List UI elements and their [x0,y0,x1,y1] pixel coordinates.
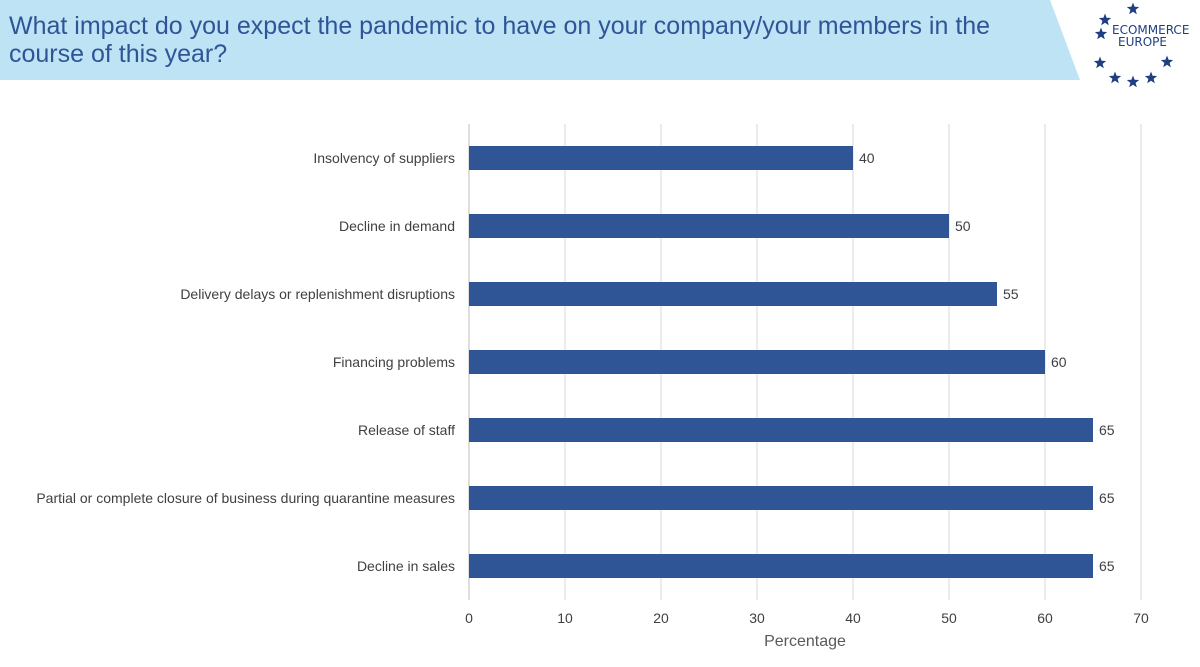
page-title: What impact do you expect the pandemic t… [9,12,991,68]
x-tick-label: 40 [845,610,861,626]
y-category-label: Partial or complete closure of business … [36,489,455,506]
logo-star-icon [1160,55,1174,68]
logo-star-icon [1126,75,1140,88]
data-label: 40 [859,150,875,166]
logo-star-icon [1126,2,1140,15]
x-axis-label: Percentage [764,633,846,650]
logo-star-icon [1094,27,1108,40]
logo-star-icon [1093,56,1107,69]
bar [469,486,1093,510]
y-category-label: Release of staff [357,421,455,438]
x-tick-label: 60 [1037,610,1053,626]
x-tick-label: 10 [557,610,573,626]
x-tick-label: 70 [1133,610,1149,626]
bar-chart: 40 50 55 60 65 65 65 0 10 20 30 40 50 60 70 Percentage … [0,100,1200,662]
logo-star-icon [1108,71,1122,84]
y-category-label: Insolvency of suppliers [313,149,455,166]
x-tick-label: 30 [749,610,765,626]
data-label: 65 [1099,490,1115,506]
logo-star-icon [1098,13,1112,26]
bar [469,282,997,306]
data-label: 60 [1051,354,1067,370]
bar [469,554,1093,578]
y-category-label: Decline in demand [339,217,455,234]
ecommerce-europe-logo: ECOMMERCE EUROPE [1093,2,1189,88]
x-tick-label: 20 [653,610,669,626]
data-label: 50 [955,218,971,234]
bar [469,214,949,238]
bar [469,418,1093,442]
title-banner [0,0,1080,80]
data-label: 55 [1003,286,1019,302]
data-label: 65 [1099,422,1115,438]
logo-text-line1: ECOMMERCE [1112,23,1189,37]
bar [469,146,853,170]
x-tick-label: 0 [465,610,473,626]
data-label: 65 [1099,558,1115,574]
x-tick-label: 50 [941,610,957,626]
y-category-label: Decline in sales [356,557,455,574]
chart-plot: 40 50 55 60 65 65 65 0 10 20 30 40 50 60 70 Percentage [465,124,1149,650]
logo-text-line2: EUROPE [1118,35,1167,49]
y-category-label: Financing problems [332,353,455,370]
star-circle-icon [1093,2,1174,88]
bar [469,350,1045,374]
logo-star-icon [1144,71,1158,84]
y-category-label: Delivery delays or replenishment disrupt… [180,285,455,302]
